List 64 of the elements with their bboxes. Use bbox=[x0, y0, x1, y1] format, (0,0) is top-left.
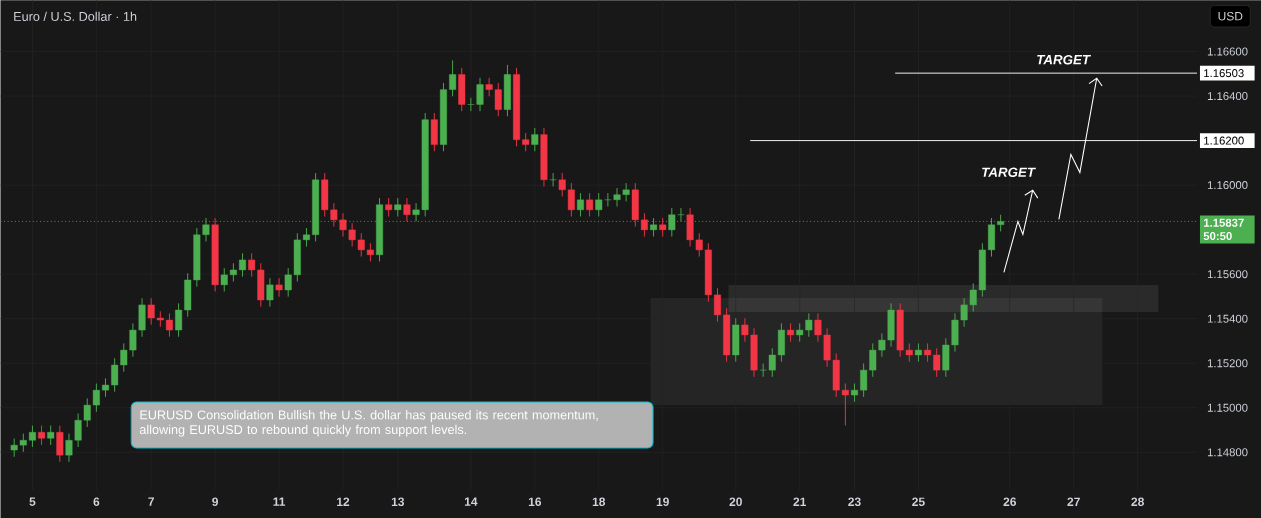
candlestick bbox=[531, 127, 539, 152]
y-tick-label: 1.15600 bbox=[1207, 270, 1248, 279]
x-tick-label: 26 bbox=[1003, 497, 1017, 506]
x-tick-label: 28 bbox=[1131, 497, 1144, 506]
annotation: TARGET bbox=[1037, 54, 1091, 65]
x-tick-label: 7 bbox=[148, 497, 154, 506]
ref-line-label: 1.15837 bbox=[1204, 218, 1244, 227]
y-tick-label: 1.16600 bbox=[1207, 47, 1248, 56]
candlestick bbox=[914, 342, 922, 363]
candlestick bbox=[604, 192, 612, 207]
candlestick bbox=[275, 277, 283, 298]
candlestick bbox=[851, 382, 858, 403]
candlestick bbox=[394, 197, 402, 217]
candlestick bbox=[522, 132, 530, 152]
x-tick-label: 19 bbox=[656, 497, 669, 506]
x-tick-label: 9 bbox=[212, 497, 219, 506]
candlestick bbox=[668, 207, 676, 237]
candlestick bbox=[476, 77, 484, 112]
x-tick-label: 16 bbox=[528, 497, 542, 506]
x-tick-label: 25 bbox=[912, 497, 925, 506]
y-tick-label: 1.15200 bbox=[1207, 359, 1248, 368]
candlestick bbox=[56, 425, 64, 463]
text: 50:50 bbox=[1203, 232, 1232, 241]
candlestick bbox=[266, 277, 274, 308]
candlestick bbox=[385, 197, 393, 217]
ref-line-label: 1.16200 bbox=[1204, 136, 1244, 145]
x-tick-label: 6 bbox=[93, 497, 100, 506]
y-tick-label: 1.16000 bbox=[1207, 181, 1248, 190]
candlestick bbox=[787, 322, 795, 343]
x-tick-label: 14 bbox=[464, 497, 478, 506]
x-tick-label: 12 bbox=[337, 497, 350, 506]
candlestick bbox=[759, 362, 767, 378]
y-tick-label: 1.15000 bbox=[1207, 403, 1248, 412]
annotation: TARGET bbox=[982, 167, 1036, 177]
y-tick-label: 1.15400 bbox=[1207, 314, 1248, 323]
candlestick bbox=[102, 377, 109, 398]
candlestick bbox=[38, 425, 46, 446]
x-tick-label: 11 bbox=[273, 497, 286, 506]
ref-line-label: 1.16503 bbox=[1204, 69, 1244, 78]
candlestick bbox=[549, 172, 557, 187]
x-tick-label: 5 bbox=[29, 497, 36, 506]
candlestick bbox=[467, 97, 475, 112]
candlestick bbox=[239, 252, 247, 278]
x-tick-label: 18 bbox=[592, 497, 606, 506]
text: Euro / U.S. Dollar · 1h bbox=[14, 11, 137, 21]
candlestick bbox=[403, 197, 411, 222]
y-tick-label: 1.16400 bbox=[1207, 91, 1248, 100]
y-tick-label: 1.14800 bbox=[1207, 448, 1248, 457]
x-tick-label: 23 bbox=[848, 497, 861, 506]
candlestick bbox=[659, 217, 667, 237]
x-tick-label: 21 bbox=[793, 497, 807, 506]
candlestick bbox=[449, 59, 457, 97]
annotation: EURUSD Consolidation Bullish the U.S. dollar has paused its recent momentum, allowing EURUSD to rebound quickly from support levels. bbox=[139, 410, 598, 437]
x-tick-label: 27 bbox=[1067, 497, 1080, 506]
candlestick bbox=[595, 192, 603, 217]
candlestick bbox=[165, 312, 173, 338]
candlestick bbox=[586, 192, 594, 217]
x-tick-label: 20 bbox=[729, 497, 742, 506]
x-tick-label: 13 bbox=[391, 497, 405, 506]
y-axis-title: USD bbox=[1218, 11, 1243, 21]
candlestick bbox=[714, 287, 721, 322]
candlestick bbox=[576, 192, 584, 217]
candlestick bbox=[302, 227, 310, 247]
candlestick bbox=[47, 425, 55, 446]
